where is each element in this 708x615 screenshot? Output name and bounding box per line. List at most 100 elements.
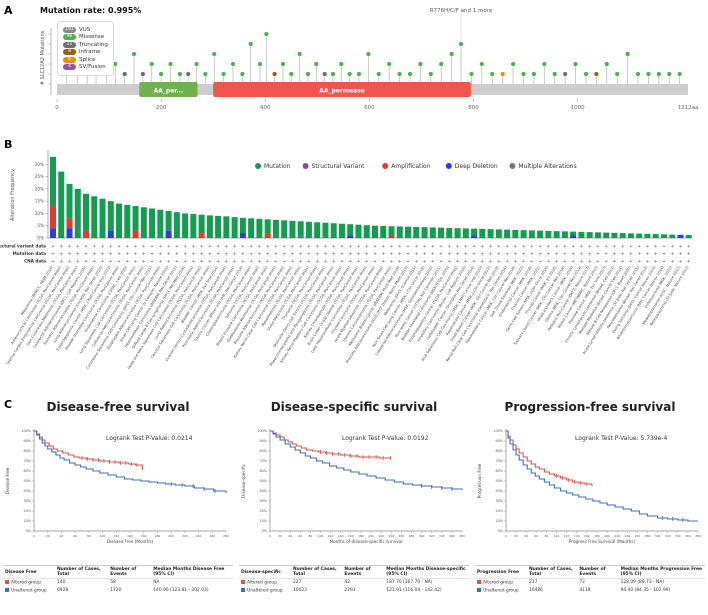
svg-text:200: 200 [604,534,610,538]
svg-text:+: + [489,259,493,265]
svg-text:+: + [513,259,517,265]
lollipop-content: AA_per... AA_permease 0 200 400 600 800 1000 121… [40,8,698,111]
svg-text:+: + [398,244,402,250]
svg-text:+: + [580,259,584,265]
svg-text:+: + [365,244,369,250]
km-footer-disease-free: Disease Free Number of Cases, Total Number… [0,563,236,594]
svg-text:+: + [637,251,641,257]
km-table-cell: 42 [344,580,351,586]
svg-text:+: + [109,259,113,265]
km-legend-title: Progression Free [475,565,527,579]
svg-text:280: 280 [645,534,651,538]
km-disease-free: 0% 10% 20% 30% 40% 50% 60% 70% 80% 90% 100% 0 20 40 60… [5,429,229,544]
km-panel-disease-specific: Disease-specific survival 0% 10% 20% 30% 40%… [236,400,472,594]
svg-text:+: + [431,244,435,250]
svg-text:10%: 10% [259,519,267,523]
svg-text:Structural variant data: Structural variant data [0,244,46,249]
svg-text:1000: 1000 [571,105,585,111]
svg-text:+: + [299,244,303,250]
svg-text:+: + [571,251,575,257]
svg-text:40%: 40% [495,489,503,493]
svg-text:+: + [654,259,658,265]
svg-text:+: + [59,251,63,257]
group-color-swatch [5,587,9,592]
km-table-cell: 10486 [529,587,543,593]
svg-text:160: 160 [584,534,590,538]
svg-text:+: + [208,251,212,257]
svg-text:+: + [513,244,517,250]
svg-text:+: + [282,259,286,265]
svg-text:+: + [497,259,501,265]
km-panel-disease-free: Disease-free survival 0% 10% 20% 30% 40% 50% 6… [0,400,236,594]
svg-text:+: + [637,259,641,265]
svg-text:+: + [299,259,303,265]
svg-text:+: + [613,259,617,265]
km-table-header: Number of Events [108,565,152,579]
svg-text:+: + [431,251,435,257]
group-label: Altered group [475,579,527,587]
svg-text:+: + [447,259,451,265]
svg-text:+: + [646,259,650,265]
svg-text:+: + [76,259,80,265]
svg-text:60%: 60% [23,469,31,473]
svg-text:+: + [51,259,55,265]
svg-text:0%: 0% [26,529,32,533]
svg-text:+: + [183,259,187,265]
svg-text:80: 80 [545,534,549,538]
svg-text:+: + [546,259,550,265]
svg-text:30%: 30% [259,499,267,503]
svg-text:+: + [191,244,195,250]
svg-text:+: + [621,259,625,265]
svg-text:+: + [456,259,460,265]
svg-text:+: + [332,259,336,265]
svg-text:+: + [480,244,484,250]
km-disease-specific: 0% 10% 20% 30% 40% 50% 60% 70% 80% 90% 100% 0 20 40 60… [241,429,465,544]
svg-text:+: + [291,251,295,257]
svg-text:+: + [101,259,105,265]
svg-text:# SLC12A2 Mutations: # SLC12A2 Mutations [40,30,46,85]
svg-text:1212aa: 1212aa [678,105,699,111]
mutation-count-chip: 4 [63,64,76,70]
svg-text:+: + [439,244,443,250]
svg-text:+: + [613,244,617,250]
svg-text:+: + [604,251,608,257]
svg-text:+: + [621,244,625,250]
svg-text:260: 260 [399,534,405,538]
svg-text:+: + [546,244,550,250]
svg-text:+: + [456,244,460,250]
bar-chart-content: 0% 5% 10% 15% 20% 25% 30% Alteration Frequency M… [0,150,692,370]
svg-text:+: + [233,259,237,265]
svg-text:+: + [480,251,484,257]
svg-text:20%: 20% [35,186,44,191]
svg-text:260: 260 [209,534,215,538]
svg-text:+: + [530,259,534,265]
svg-text:+: + [340,259,344,265]
svg-text:100%: 100% [21,429,31,433]
svg-text:+: + [340,251,344,257]
svg-text:180: 180 [155,534,161,538]
panel-c-label: C [4,398,13,411]
svg-text:+: + [646,244,650,250]
svg-text:+: + [158,244,162,250]
svg-text:+: + [167,244,171,250]
svg-text:+: + [92,244,96,250]
svg-text:340: 340 [675,534,681,538]
mutation-legend-label: VUS [79,26,91,33]
svg-text:+: + [241,251,245,257]
svg-text:+: + [596,244,600,250]
svg-text:300: 300 [655,534,661,538]
svg-text:+: + [423,251,427,257]
km-table-row: Unaltered group 10023 2293 121.91 (116.04 -… [239,587,469,595]
svg-text:+: + [200,251,204,257]
svg-text:Progress Free Survival (Months: Progress Free Survival (Months) [569,539,636,544]
mutation-legend-label: Inframe [79,49,101,55]
svg-text:Progression Free: Progression Free [477,463,482,498]
svg-text:60%: 60% [495,469,503,473]
mutation-count-chip: 6 [63,56,76,63]
svg-text:120: 120 [564,534,570,538]
svg-text:40: 40 [524,534,528,538]
svg-text:Logrank Test P-Value: 5.739e-4: Logrank Test P-Value: 5.739e-4 [575,435,668,442]
svg-text:220: 220 [614,534,620,538]
km-table-header: Number of Cases, Total [527,565,578,579]
svg-text:0%: 0% [498,529,504,533]
